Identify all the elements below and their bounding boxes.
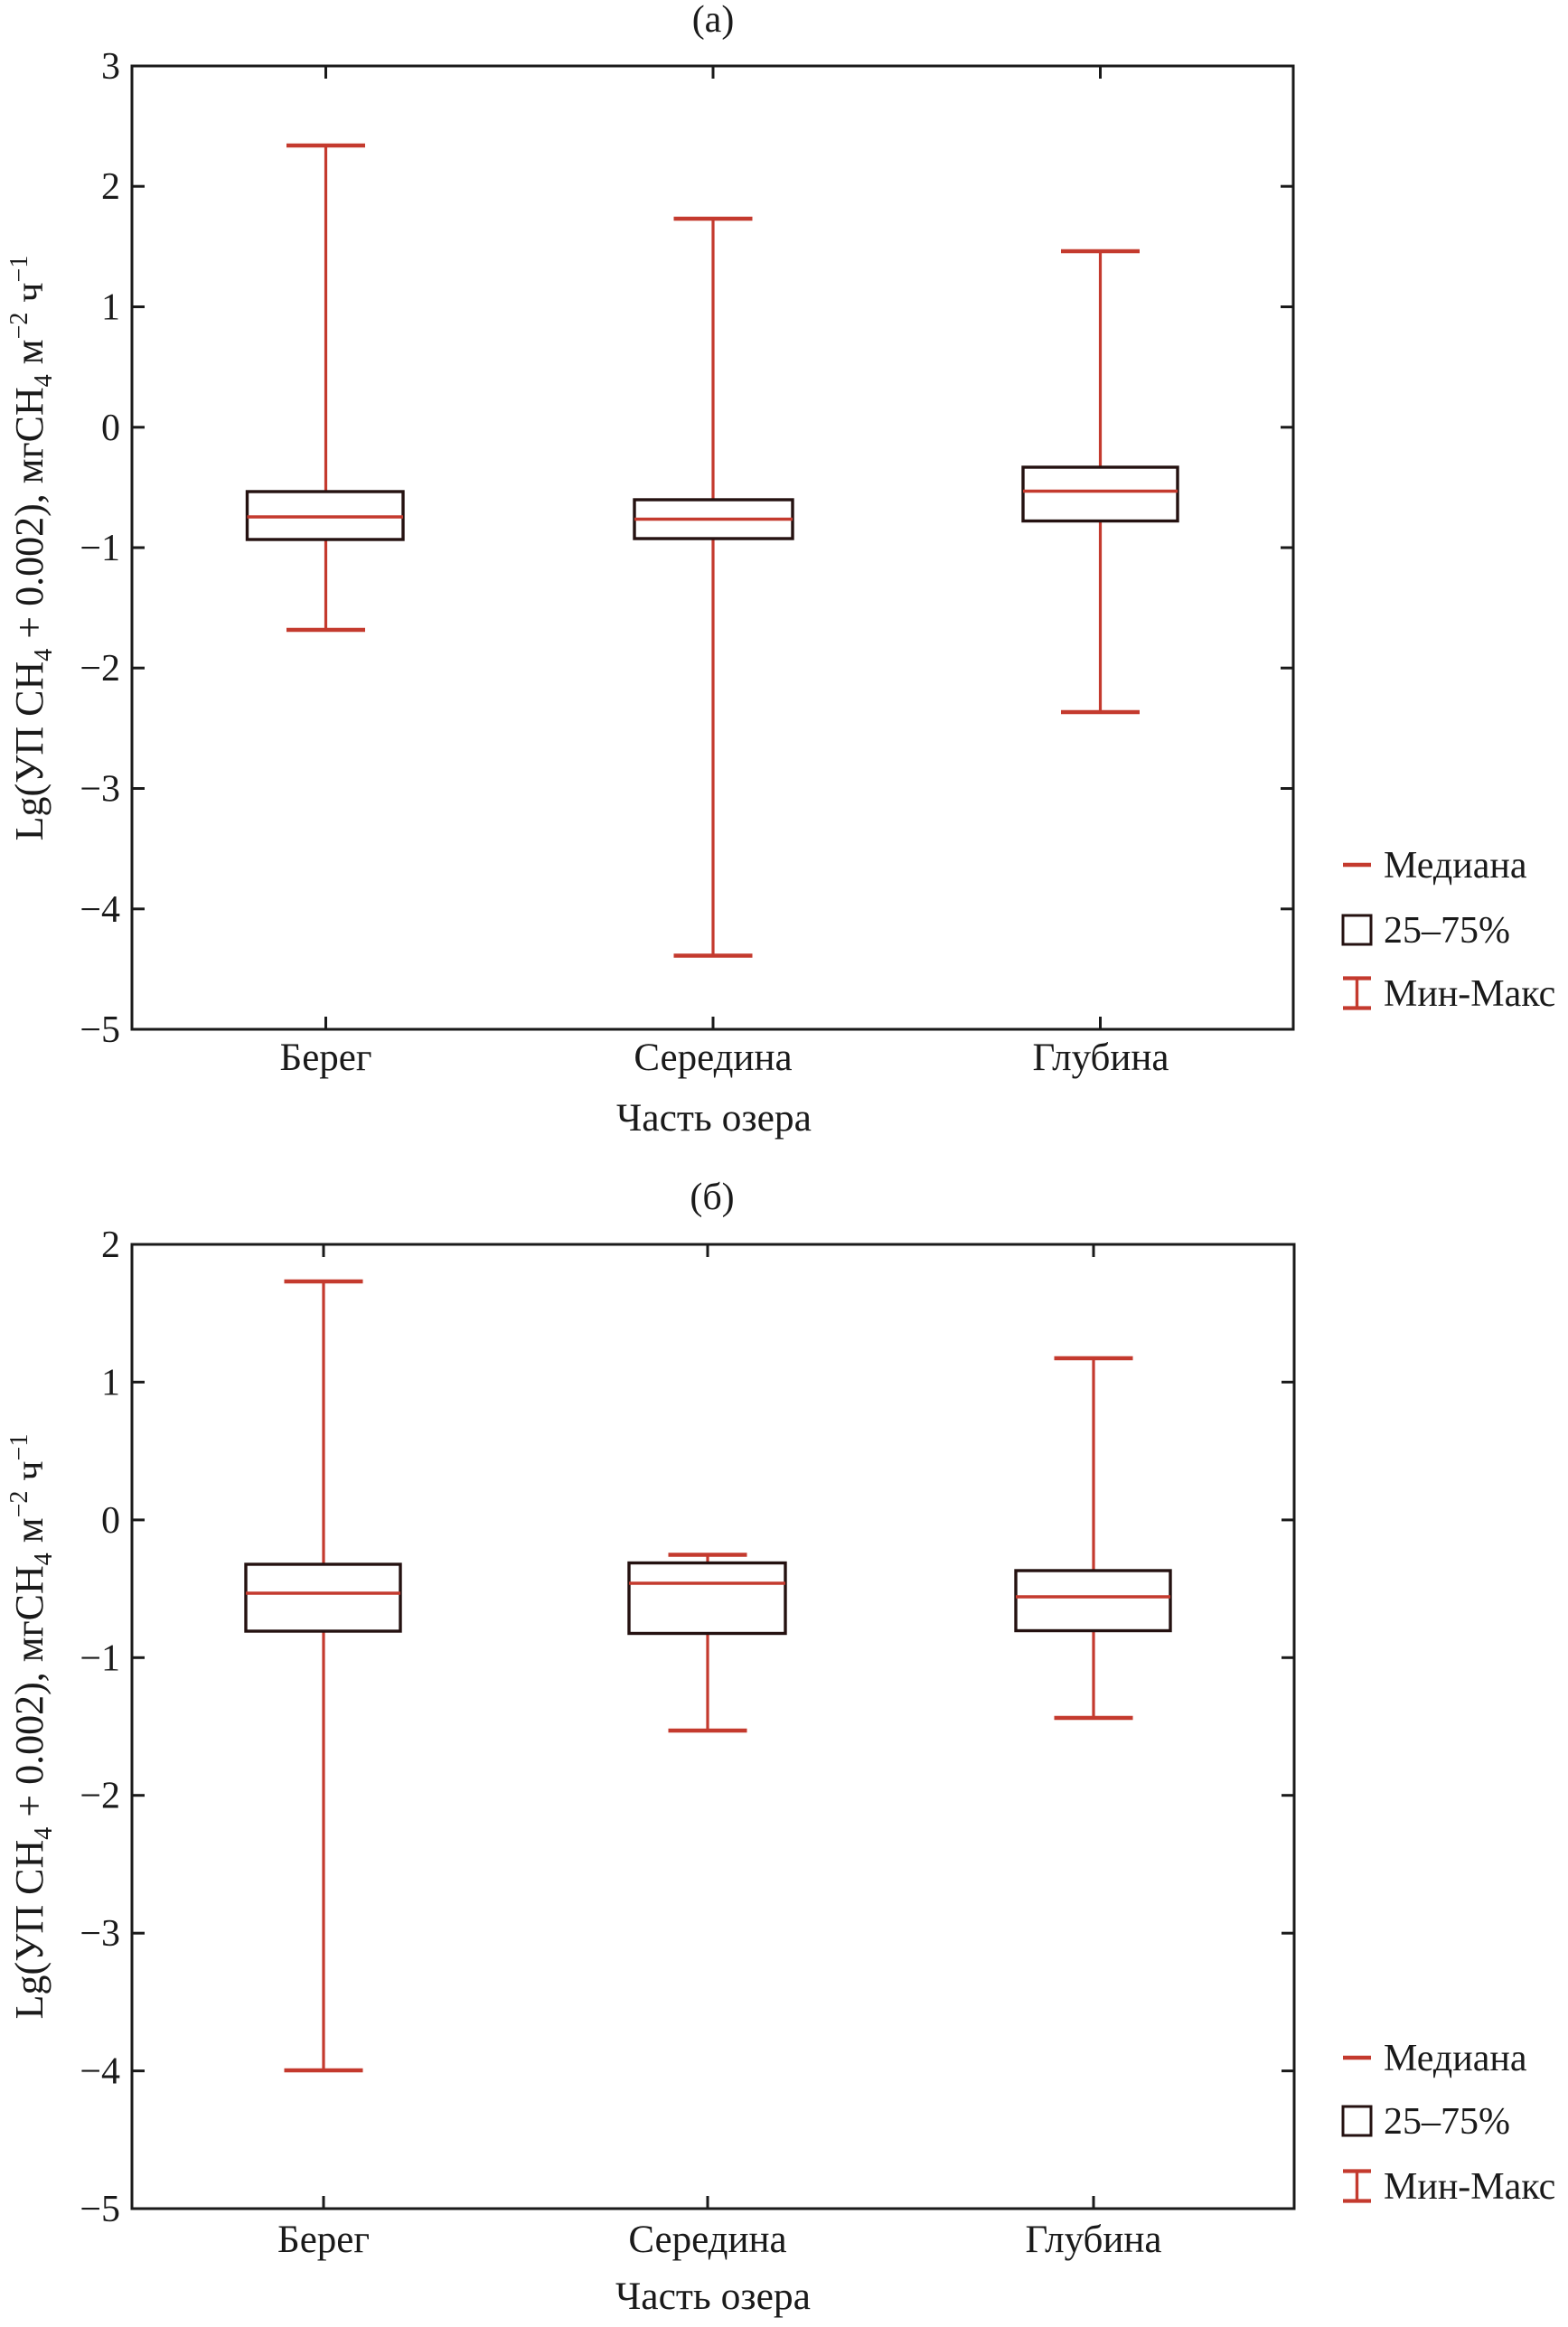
svg-text:1: 1 — [101, 287, 120, 329]
svg-text:−3: −3 — [80, 1913, 120, 1955]
svg-text:0: 0 — [101, 408, 120, 449]
svg-text:Глубина: Глубина — [1025, 2219, 1161, 2261]
svg-text:1: 1 — [101, 1362, 120, 1403]
svg-text:−1: −1 — [80, 528, 120, 569]
svg-text:Середина: Середина — [634, 1037, 792, 1079]
svg-text:−2: −2 — [80, 1776, 120, 1817]
svg-text:Берег: Берег — [280, 1037, 372, 1079]
svg-text:Медиана: Медиана — [1384, 845, 1527, 887]
svg-text:Медиана: Медиана — [1384, 2038, 1527, 2079]
svg-text:−5: −5 — [80, 1009, 120, 1051]
svg-text:(б): (б) — [690, 1177, 734, 1218]
svg-text:Мин-Макс: Мин-Макс — [1384, 973, 1555, 1015]
svg-text:−4: −4 — [80, 889, 120, 931]
svg-text:Мин-Макс: Мин-Макс — [1384, 2166, 1555, 2208]
svg-text:−2: −2 — [80, 648, 120, 690]
svg-text:25–75%: 25–75% — [1384, 2101, 1510, 2143]
svg-text:(а): (а) — [692, 0, 735, 41]
svg-text:Берег: Берег — [277, 2219, 370, 2261]
svg-text:Lg(УП CH4 + 0.002), мгCH4 м−2: Lg(УП CH4 + 0.002), мгCH4 м−2 ч−1 — [5, 1434, 58, 2020]
svg-text:2: 2 — [101, 166, 120, 208]
svg-text:−5: −5 — [80, 2189, 120, 2230]
svg-text:Часть озера: Часть озера — [616, 1096, 812, 1140]
svg-text:−1: −1 — [80, 1637, 120, 1679]
svg-text:Lg(УП CH4 + 0.002), мгCH4 м−2: Lg(УП CH4 + 0.002), мгCH4 м−2 ч−1 — [5, 256, 58, 841]
svg-text:Часть озера: Часть озера — [615, 2275, 811, 2318]
svg-text:25–75%: 25–75% — [1384, 910, 1510, 952]
svg-text:−3: −3 — [80, 769, 120, 811]
svg-text:0: 0 — [101, 1500, 120, 1542]
svg-text:Середина: Середина — [628, 2219, 786, 2261]
svg-text:−4: −4 — [80, 2051, 120, 2093]
svg-text:Глубина: Глубина — [1032, 1037, 1169, 1079]
svg-text:2: 2 — [101, 1224, 120, 1266]
svg-text:3: 3 — [101, 46, 120, 88]
